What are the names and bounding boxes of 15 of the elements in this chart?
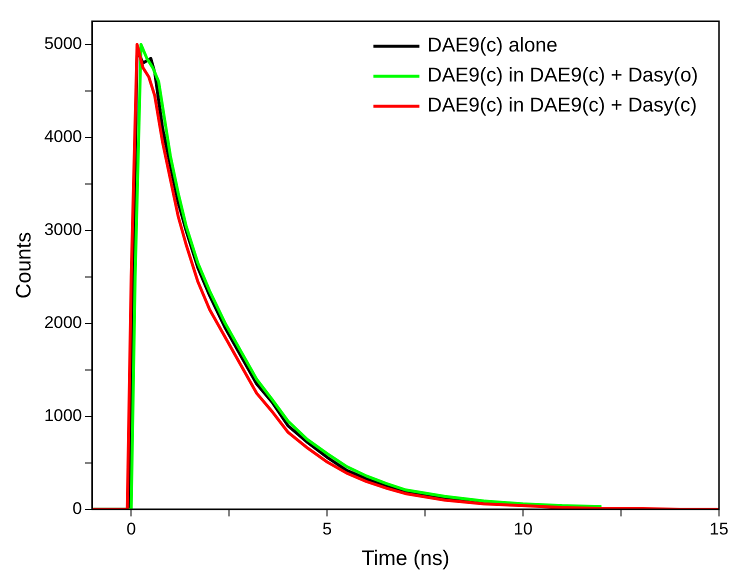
y-axis-title: Counts xyxy=(12,232,36,299)
x-axis-title: Time (ns) xyxy=(362,547,450,570)
legend-label: DAE9(c) alone xyxy=(427,34,558,57)
legend-label: DAE9(c) in DAE9(c) + Dasy(c) xyxy=(427,94,697,117)
legend-label: DAE9(c) in DAE9(c) + Dasy(o) xyxy=(427,64,698,87)
y-tick-label: 0 xyxy=(72,499,82,518)
x-tick-label: 10 xyxy=(514,519,533,538)
x-tick-label: 0 xyxy=(126,519,136,538)
y-tick-label: 2000 xyxy=(44,313,82,332)
x-tick-label: 5 xyxy=(322,519,332,538)
y-tick-label: 1000 xyxy=(44,406,82,426)
y-tick-label: 5000 xyxy=(44,34,82,54)
y-tick-label: 3000 xyxy=(44,220,82,240)
y-tick-label: 4000 xyxy=(44,127,82,146)
x-tick-label: 15 xyxy=(710,519,728,538)
